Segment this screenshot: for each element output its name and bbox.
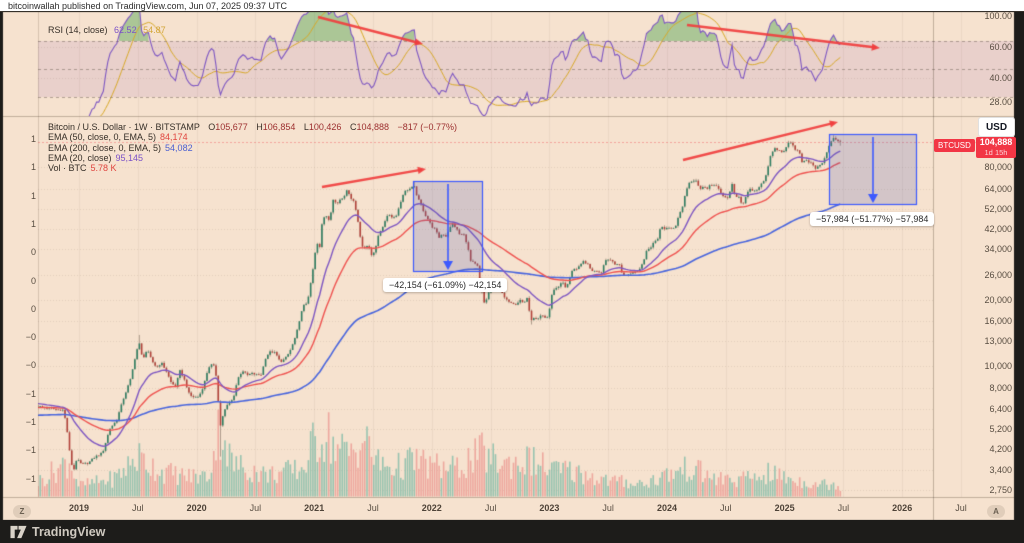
rsi-legend[interactable]: RSI (14, close) 62.52 54.87	[48, 25, 166, 35]
shortcut-hint-a[interactable]: A	[987, 505, 1005, 518]
time-axis-tick[interactable]: Jul	[367, 503, 379, 513]
indicator-label: Vol · BTC	[48, 163, 87, 174]
time-axis-tick[interactable]: Jul	[132, 503, 144, 513]
price-axis-tick[interactable]: 6,400	[989, 404, 1012, 415]
indicator-value: 54,082	[165, 142, 193, 153]
time-axis-tick[interactable]: Jul	[837, 503, 850, 513]
low-value: 100,426	[308, 122, 342, 132]
tradingview-footer: TradingView	[0, 520, 1024, 543]
price-axis-tick[interactable]: 16,000	[984, 316, 1012, 327]
open-value: 105,677	[215, 122, 248, 132]
time-axis-tick[interactable]: Jul	[602, 503, 614, 513]
indicator-legend-rows: EMA (50, close, 0, EMA, 5) 84,174 EMA (200…	[48, 132, 457, 173]
price-axis-tick[interactable]: 8,000	[989, 382, 1012, 393]
indicator-label: EMA (20, close)	[48, 152, 112, 163]
currency-toggle-button[interactable]: USD	[978, 117, 1015, 137]
left-scale-fragment: −1	[25, 445, 36, 455]
rsi-axis-tick[interactable]: 60.00	[989, 42, 1012, 52]
price-axis-tick[interactable]: 80,000	[984, 162, 1012, 173]
left-scale-fragment: 0	[30, 247, 36, 257]
high-label: H	[256, 122, 263, 132]
rsi-axis-tick[interactable]: 40.00	[989, 73, 1012, 83]
left-scale-fragment: −0	[25, 360, 36, 370]
price-axis-tick[interactable]: 3,400	[989, 464, 1012, 475]
indicator-value: 95,145	[115, 152, 144, 163]
left-scale-fragment: 1	[30, 162, 36, 172]
low-label: L	[303, 122, 309, 132]
last-price-value: 104,888	[979, 137, 1013, 147]
left-scale-fragment: 0	[30, 304, 36, 314]
symbol-title: Bitcoin / U.S. Dollar · 1W · BITSTAMP	[48, 122, 200, 132]
publish-header-text: bitcoinwallah published on TradingView.c…	[8, 1, 288, 11]
price-axis-tick[interactable]: 2,750	[989, 485, 1012, 496]
rsi-ma-value: 54.87	[143, 25, 166, 35]
price-axis-tick[interactable]: 20,000	[984, 295, 1012, 306]
measure-label-2025-projection: −57,984 (−51.77%) −57,984	[810, 212, 935, 226]
close-label: C	[349, 122, 357, 132]
indicator-value: 84,174	[160, 132, 188, 143]
time-axis-tick[interactable]: 2022	[421, 503, 442, 513]
left-scale-fragment: −1	[25, 389, 36, 399]
publish-header: bitcoinwallah published on TradingView.c…	[0, 0, 1024, 12]
time-axis-tick[interactable]: 2021	[304, 503, 325, 513]
shortcut-hint-z[interactable]: Z	[13, 505, 31, 518]
time-axis-tick[interactable]: 2020	[186, 503, 207, 513]
indicator-value: 5.78 K	[90, 163, 117, 174]
open-label: O	[208, 122, 216, 132]
price-axis-tick[interactable]: 52,000	[984, 203, 1012, 214]
high-value: 106,854	[262, 122, 296, 132]
time-axis-tick[interactable]: 2024	[656, 503, 678, 513]
price-axis-tick[interactable]: 26,000	[984, 270, 1012, 281]
price-axis-tick[interactable]: 4,200	[989, 444, 1012, 455]
last-price-tag: 104,888 1d 15h	[976, 137, 1016, 158]
left-scale-fragment: 0	[30, 276, 36, 286]
rsi-axis-tick[interactable]: 28.00	[989, 97, 1012, 107]
change-value: −817 (−0.77%)	[397, 122, 458, 132]
indicator-label: EMA (200, close, 0, EMA, 5)	[48, 142, 162, 153]
price-axis-tick[interactable]: 64,000	[984, 183, 1012, 194]
time-axis-tick[interactable]: 2026	[892, 503, 913, 513]
left-scale-fragment: −1	[25, 474, 36, 484]
rsi-axis-tick[interactable]: 100.00	[984, 11, 1012, 21]
time-axis-tick[interactable]: Jul	[955, 503, 967, 513]
left-scale-fragment: −1	[25, 417, 36, 427]
rsi-value: 62.52	[114, 25, 137, 35]
time-axis-tick[interactable]: 2025	[774, 503, 795, 513]
legend-indicator-row[interactable]: EMA (20, close) 95,145	[48, 153, 457, 163]
legend-indicator-row[interactable]: Vol · BTC 5.78 K	[48, 163, 457, 173]
tradingview-logo-icon[interactable]	[10, 525, 27, 539]
time-axis-tick[interactable]: 2019	[68, 503, 90, 513]
symbol-price-tag: BTCUSD	[934, 139, 975, 152]
price-axis-tick[interactable]: 13,000	[984, 336, 1012, 347]
symbol-row[interactable]: Bitcoin / U.S. Dollar · 1W · BITSTAMP O1…	[48, 122, 457, 132]
legend-indicator-row[interactable]: EMA (50, close, 0, EMA, 5) 84,174	[48, 132, 457, 142]
legend-indicator-row[interactable]: EMA (200, close, 0, EMA, 5) 54,082	[48, 143, 457, 153]
left-scale-fragment: −0	[25, 332, 36, 342]
indicator-label: EMA (50, close, 0, EMA, 5)	[48, 132, 157, 143]
time-axis-tick[interactable]: Jul	[720, 503, 732, 513]
left-scale-fragment: 1	[30, 134, 36, 144]
rsi-legend-title: RSI (14, close)	[48, 25, 108, 35]
price-axis-tick[interactable]: 42,000	[984, 224, 1012, 235]
price-axis-tick[interactable]: 34,000	[984, 244, 1012, 255]
main-chart-legend: Bitcoin / U.S. Dollar · 1W · BITSTAMP O1…	[48, 122, 457, 173]
time-axis-tick[interactable]: Jul	[484, 503, 497, 513]
price-axis-tick[interactable]: 5,200	[989, 424, 1012, 435]
bar-countdown: 1d 15h	[984, 148, 1008, 157]
time-axis-tick[interactable]: Jul	[249, 503, 262, 513]
left-scale-fragment: 1	[30, 219, 36, 229]
time-axis-tick[interactable]: 2023	[539, 503, 560, 513]
left-scale-fragment: 1	[30, 191, 36, 201]
tradingview-brand-text[interactable]: TradingView	[32, 524, 106, 539]
close-value: 104,888	[356, 122, 389, 132]
measure-label-2022-drop: −42,154 (−61.09%) −42,154	[383, 278, 508, 292]
price-axis-tick[interactable]: 10,000	[984, 361, 1012, 372]
